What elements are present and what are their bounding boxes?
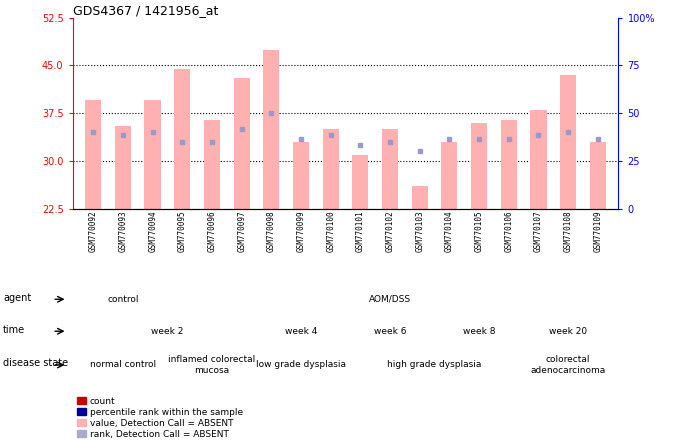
Bar	[471, 123, 487, 209]
Text: colorectal
adenocarcinoma: colorectal adenocarcinoma	[531, 355, 605, 375]
Text: week 6: week 6	[374, 327, 406, 336]
Text: normal control: normal control	[90, 361, 156, 369]
Bar	[144, 100, 161, 209]
Text: control: control	[107, 295, 139, 304]
Bar	[323, 129, 339, 209]
Text: week 8: week 8	[463, 327, 495, 336]
Text: high grade dysplasia: high grade dysplasia	[388, 361, 482, 369]
Bar	[500, 119, 517, 209]
Text: time: time	[3, 325, 25, 335]
Bar	[412, 186, 428, 209]
Bar	[382, 129, 398, 209]
Text: disease state: disease state	[3, 358, 68, 368]
Text: agent: agent	[3, 293, 31, 303]
Legend: count, percentile rank within the sample, value, Detection Call = ABSENT, rank, : count, percentile rank within the sample…	[77, 396, 243, 439]
Bar	[589, 142, 606, 209]
Bar	[174, 69, 191, 209]
Text: GDS4367 / 1421956_at: GDS4367 / 1421956_at	[73, 4, 218, 16]
Text: week 2: week 2	[151, 327, 184, 336]
Text: low grade dysplasia: low grade dysplasia	[256, 361, 346, 369]
Text: inflamed colorectal
mucosa: inflamed colorectal mucosa	[169, 355, 256, 375]
Bar	[85, 100, 102, 209]
Bar	[530, 110, 547, 209]
Bar	[263, 50, 279, 209]
Bar	[115, 126, 131, 209]
Text: week 4: week 4	[285, 327, 317, 336]
Bar	[352, 155, 368, 209]
Text: week 20: week 20	[549, 327, 587, 336]
Bar	[204, 119, 220, 209]
Bar	[441, 142, 457, 209]
Bar	[293, 142, 309, 209]
Text: AOM/DSS: AOM/DSS	[369, 295, 411, 304]
Bar	[234, 78, 250, 209]
Bar	[560, 75, 576, 209]
